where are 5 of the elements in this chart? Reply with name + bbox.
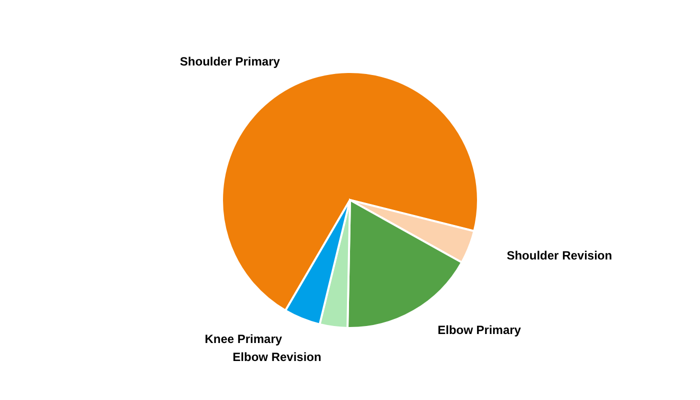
slice-label: Elbow Primary [438, 323, 522, 338]
slice-label: Elbow Revision [232, 350, 322, 364]
slice-label: Knee Primary [204, 332, 282, 346]
slice-label: Shoulder Revision [506, 248, 612, 262]
slice-label: Shoulder Primary [180, 54, 280, 69]
